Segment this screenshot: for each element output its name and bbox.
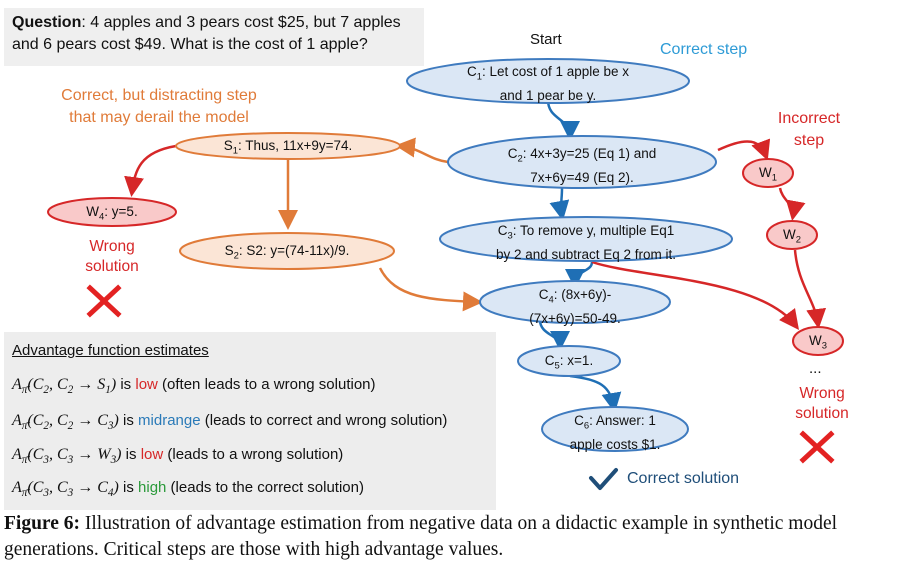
edge-c5-c6 <box>569 374 622 413</box>
node-w2-text: W2 <box>783 227 801 246</box>
figure-caption: Figure 6: Illustration of advantage esti… <box>4 513 838 560</box>
edge-c1-c2 <box>546 99 580 141</box>
ellipsis-label: ... <box>809 360 822 377</box>
edge-c2-w1 <box>717 138 771 161</box>
advantage-row: Aπ̄(C2, C2 → C3) is midrange (leads to c… <box>12 412 448 433</box>
distracting-step-label: Correct, but distracting step that may de… <box>61 87 257 126</box>
node-c3 <box>439 216 733 262</box>
edge-c2-c3 <box>549 187 570 221</box>
correct-step-label: Correct step <box>660 41 748 58</box>
node-c6-text: C6: Answer: 1 apple costs $1. <box>569 413 661 452</box>
advantage-box <box>4 332 496 510</box>
edge-s1-w4 <box>124 144 177 197</box>
edge-w1-w2 <box>778 187 806 221</box>
node-s2-text: S2: S2: y=(74-11x)/9. <box>224 243 350 262</box>
node-s1 <box>175 132 401 160</box>
question-text: Question: 4 apples and 3 pears cost $25,… <box>12 14 401 53</box>
node-c5-text: C5: x=1. <box>544 353 594 372</box>
advantage-row: Aπ̄(C2, C2 → S1) is low (often leads to … <box>12 376 376 397</box>
node-c2 <box>447 135 717 189</box>
node-w4 <box>47 197 177 227</box>
node-c4 <box>479 280 671 324</box>
start-label: Start <box>530 31 562 48</box>
advantage-title: Advantage function estimates <box>12 342 209 359</box>
advantage-row: Aπ̄(C3, C3 → C4) is high (leads to the c… <box>12 479 364 500</box>
node-w4-text: W4: y=5. <box>86 204 138 223</box>
edge-c3-w3 <box>591 260 800 330</box>
edge-w2-w3 <box>793 249 827 329</box>
node-w2 <box>766 220 818 250</box>
wrong-solution-label-left: Wrong solution <box>85 238 139 275</box>
incorrect-step-label: Incorrect step <box>777 110 841 149</box>
edge-c2-s1 <box>395 137 449 164</box>
node-c1-text: C1: Let cost of 1 apple be x and 1 pear b… <box>466 64 630 103</box>
check-icon <box>589 468 618 490</box>
node-s1-text: S1: Thus, 11x+9y=74. <box>223 138 353 157</box>
edge-s2-c4 <box>378 267 483 312</box>
node-c2-text: C2: 4x+3y=25 (Eq 1) and 7x+6y=49 (Eq 2). <box>507 146 657 185</box>
node-c1 <box>406 58 690 104</box>
question-box <box>4 8 424 66</box>
edge-c4-c5 <box>538 319 570 351</box>
wrong-solution-label-right: Wrong solution <box>795 385 849 422</box>
correct-solution-label: Correct solution <box>627 470 740 487</box>
node-w3 <box>792 326 844 356</box>
wrong-x-icon-right <box>799 430 835 464</box>
advantage-row: Aπ̄(C3, C3 → W3) is low (leads to a wron… <box>12 446 344 467</box>
node-c3-text: C3: To remove y, multiple Eq1 by 2 and su… <box>495 223 677 262</box>
node-c6 <box>541 406 689 452</box>
node-s2 <box>179 232 395 270</box>
node-w1-text: W1 <box>759 165 777 184</box>
node-c4-text: C4: (8x+6y)- (7x+6y)=50-49. <box>529 287 621 326</box>
node-w3-text: W3 <box>809 333 827 352</box>
node-w1 <box>742 158 794 188</box>
wrong-x-icon-left <box>86 284 122 318</box>
node-c5 <box>517 345 621 377</box>
